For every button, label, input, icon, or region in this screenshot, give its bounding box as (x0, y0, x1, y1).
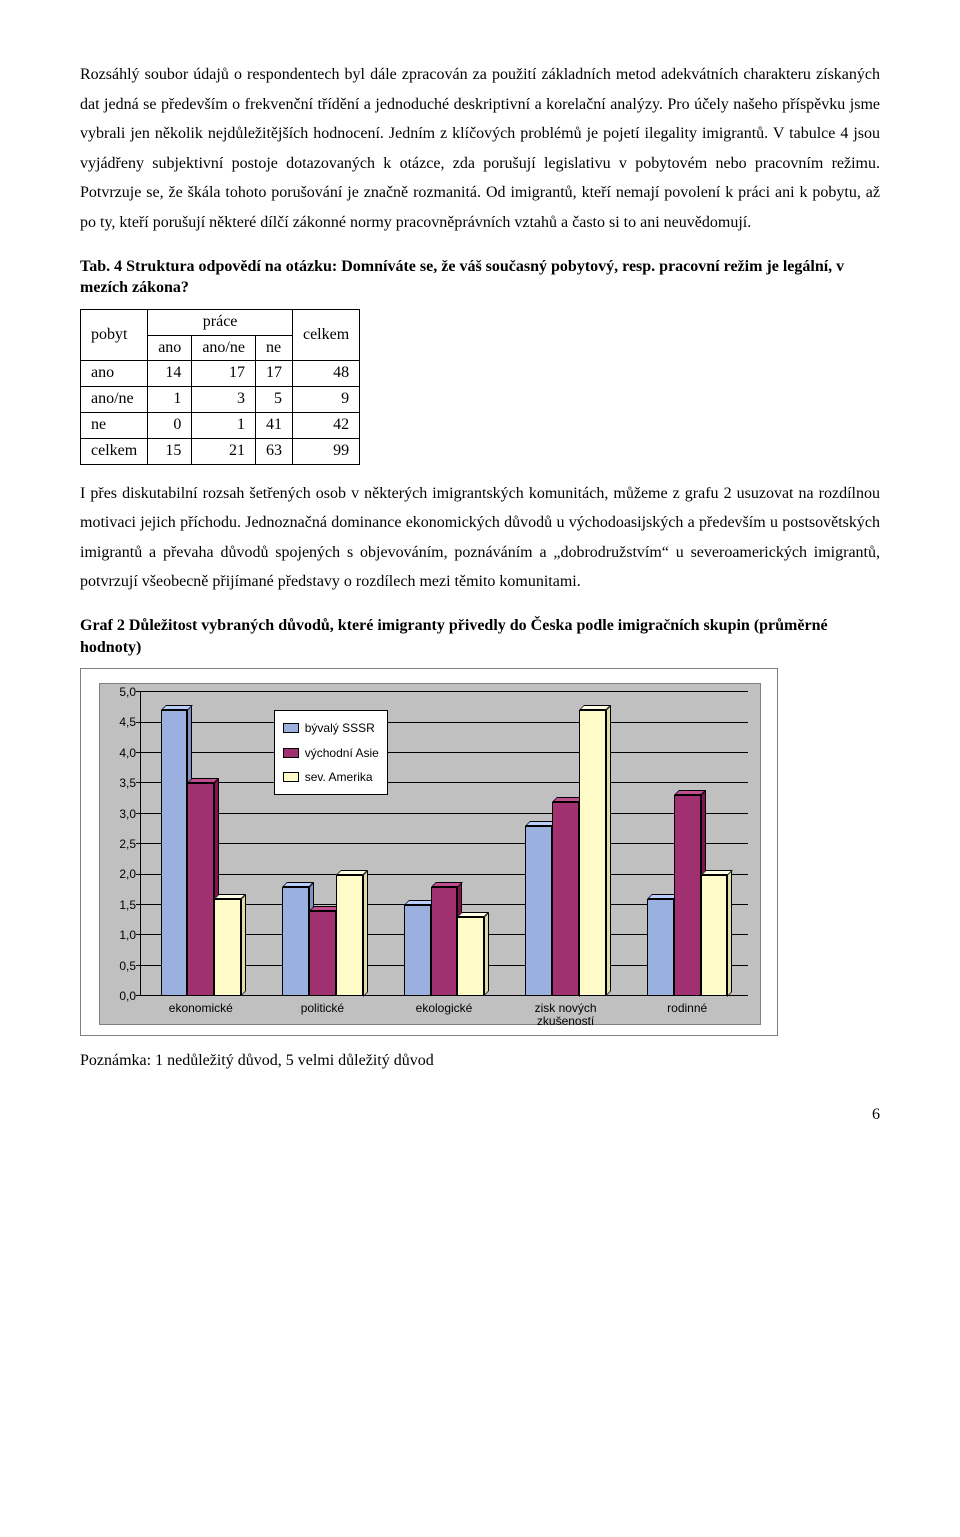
row-label: celkem (81, 438, 148, 464)
legend-swatch (283, 723, 299, 733)
intro-paragraph: Rozsáhlý soubor údajů o respondentech by… (80, 60, 880, 238)
row-label: ano/ne (81, 387, 148, 413)
group-header: práce (148, 309, 293, 335)
table-header-row-1: pobyt práce celkem (81, 309, 360, 335)
bar (336, 875, 363, 997)
bar (161, 710, 188, 996)
cell: 3 (192, 387, 256, 413)
row-total: 48 (292, 361, 359, 387)
cell: 5 (255, 387, 292, 413)
legend-label: východní Asie (305, 742, 379, 764)
total-header: celkem (292, 309, 359, 361)
table-row: ne 0 1 41 42 (81, 412, 360, 438)
col-header: ano/ne (192, 335, 256, 361)
y-tick-label: 4,0 (104, 742, 136, 764)
y-tick-label: 0,0 (104, 985, 136, 1007)
x-tick-label: zisk novýchzkušeností (535, 1002, 597, 1028)
legend-swatch (283, 772, 299, 782)
body-paragraph-2: I přes diskutabilní rozsah šetřených oso… (80, 479, 880, 597)
bar (457, 917, 484, 996)
bar (579, 710, 606, 996)
row-total: 9 (292, 387, 359, 413)
cell: 1 (148, 387, 192, 413)
chart-heading: Graf 2 Důležitost vybraných důvodů, kter… (80, 615, 880, 658)
cell: 0 (148, 412, 192, 438)
x-tick-label: politické (301, 1002, 344, 1015)
bar (282, 887, 309, 996)
row-total: 42 (292, 412, 359, 438)
y-tick-label: 2,5 (104, 833, 136, 855)
cell: 1 (192, 412, 256, 438)
y-tick-label: 0,5 (104, 955, 136, 977)
bar (525, 826, 552, 996)
chart-container: 0,0 0,5 1,0 1,5 2,0 2,5 3,0 3,5 4,0 4,5 5,0 ekonomi… (80, 668, 778, 1036)
x-tick-label: ekonomické (169, 1002, 233, 1015)
cell: 15 (148, 438, 192, 464)
y-tick-label: 1,5 (104, 894, 136, 916)
bar (674, 795, 701, 996)
table-row: ano 14 17 17 48 (81, 361, 360, 387)
bar (214, 899, 241, 996)
chart-plot-area: 0,0 0,5 1,0 1,5 2,0 2,5 3,0 3,5 4,0 4,5 5,0 ekonomi… (99, 683, 761, 1025)
legend-swatch (283, 748, 299, 758)
table-row: celkem 15 21 63 99 (81, 438, 360, 464)
cell: 41 (255, 412, 292, 438)
bar (309, 911, 336, 996)
x-tick-label: ekologické (416, 1002, 473, 1015)
col-header: ano (148, 335, 192, 361)
corner-cell: pobyt (81, 309, 148, 361)
legend-label: sev. Amerika (305, 766, 373, 788)
row-total: 99 (292, 438, 359, 464)
cell: 21 (192, 438, 256, 464)
cell: 17 (255, 361, 292, 387)
y-tick-label: 3,0 (104, 803, 136, 825)
y-tick-label: 2,0 (104, 863, 136, 885)
y-tick-label: 1,0 (104, 924, 136, 946)
row-label: ne (81, 412, 148, 438)
legend: bývalý SSSR východní Asiesev. Amerika (274, 710, 388, 795)
table-row: ano/ne 1 3 5 9 (81, 387, 360, 413)
chart-note: Poznámka: 1 nedůležitý důvod, 5 velmi dů… (80, 1050, 880, 1072)
table-4: pobyt práce celkem ano ano/ne ne ano 14 … (80, 309, 360, 465)
row-label: ano (81, 361, 148, 387)
bar (647, 899, 674, 996)
bar (187, 783, 214, 996)
y-tick-label: 4,5 (104, 711, 136, 733)
table-heading: Tab. 4 Struktura odpovědí na otázku: Dom… (80, 256, 880, 299)
cell: 63 (255, 438, 292, 464)
legend-label: bývalý SSSR (305, 717, 375, 739)
bar (701, 875, 728, 997)
bar (431, 887, 458, 996)
bar (404, 905, 431, 996)
y-tick-label: 3,5 (104, 772, 136, 794)
y-tick-label: 5,0 (104, 681, 136, 703)
col-header: ne (255, 335, 292, 361)
cell: 17 (192, 361, 256, 387)
page-number: 6 (80, 1100, 880, 1130)
x-tick-label: rodinné (667, 1002, 707, 1015)
bar (552, 802, 579, 997)
cell: 14 (148, 361, 192, 387)
